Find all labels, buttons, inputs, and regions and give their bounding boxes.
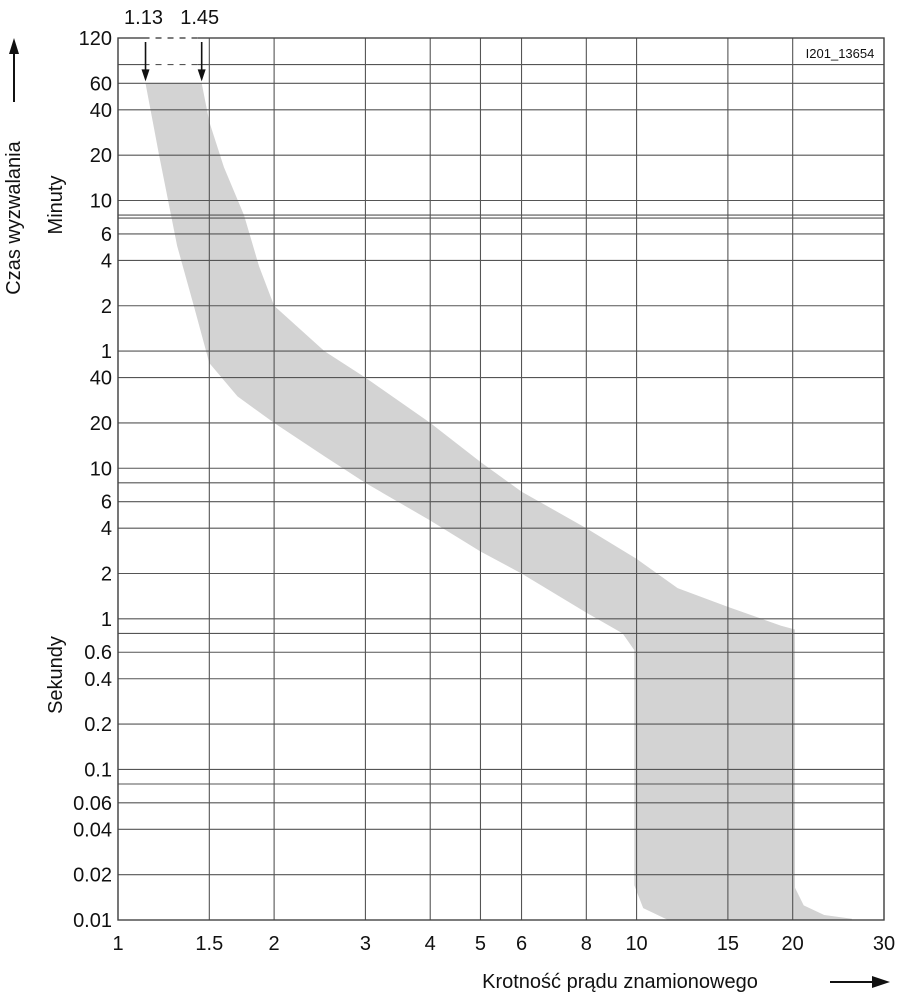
y-axis-label: Czas wyzwalania [3, 140, 25, 294]
x-tick-label: 1 [112, 933, 123, 955]
y-tick-label: 0.02 [73, 865, 112, 887]
x-tick-label: 10 [625, 933, 647, 955]
y-tick-label: 0.1 [84, 759, 112, 781]
y-tick-label: 2 [101, 296, 112, 318]
y-tick-label: 60 [90, 73, 112, 95]
y-tick-label: 4 [101, 250, 112, 272]
marker-label: 1.45 [180, 7, 219, 29]
y-tick-label: 2 [101, 564, 112, 586]
y-tick-label: 0.4 [84, 669, 112, 691]
x-tick-label: 1.5 [195, 933, 223, 955]
trip-band-tail [792, 629, 852, 920]
y-axis-arrow-head [9, 38, 19, 54]
x-axis-label: Krotność prądu znamionowego [482, 971, 758, 993]
y-tick-label: 0.06 [73, 793, 112, 815]
x-tick-label: 6 [516, 933, 527, 955]
y-tick-label: 10 [90, 191, 112, 213]
y-tick-label: 0.2 [84, 714, 112, 736]
y-tick-label: 1 [101, 341, 112, 363]
tick-labels: 1 1.5 2 3 4 5 6 8 10 15 20 30 120 60 40 20 10 6 4 2 1 40 20 10 6… [73, 28, 895, 955]
marker-arrow-head [141, 69, 150, 82]
x-tick-label: 2 [269, 933, 280, 955]
y-tick-label: 40 [90, 368, 112, 390]
y-unit-minutes-label: Minuty [45, 176, 67, 235]
current-markers: 1.13 1.45 [124, 7, 219, 82]
plot-frame [117, 37, 885, 921]
x-tick-label: 15 [717, 933, 739, 955]
y-tick-label: 120 [79, 28, 112, 50]
y-unit-seconds-label: Sekundy [45, 636, 67, 714]
y-tick-label: 0.6 [84, 642, 112, 664]
y-tick-label: 4 [101, 518, 112, 540]
y-tick-label: 40 [90, 100, 112, 122]
x-tick-label: 30 [873, 933, 895, 955]
x-tick-label: 8 [581, 933, 592, 955]
chart-code-label: I201_13654 [806, 46, 875, 61]
plot-border [117, 37, 885, 921]
y-tick-label: 20 [90, 145, 112, 167]
y-tick-label: 1 [101, 609, 112, 631]
x-tick-label: 4 [425, 933, 436, 955]
y-tick-label: 10 [90, 458, 112, 480]
y-tick-label: 6 [101, 492, 112, 514]
x-tick-label: 5 [475, 933, 486, 955]
y-tick-label: 0.01 [73, 910, 112, 932]
x-tick-label: 20 [782, 933, 804, 955]
y-tick-label: 20 [90, 413, 112, 435]
y-tick-label: 6 [101, 224, 112, 246]
marker-arrow-head [197, 69, 206, 82]
x-tick-label: 3 [360, 933, 371, 955]
x-axis-arrow-head [872, 976, 890, 988]
y-tick-label: 0.04 [73, 819, 112, 841]
marker-label: 1.13 [124, 7, 163, 29]
